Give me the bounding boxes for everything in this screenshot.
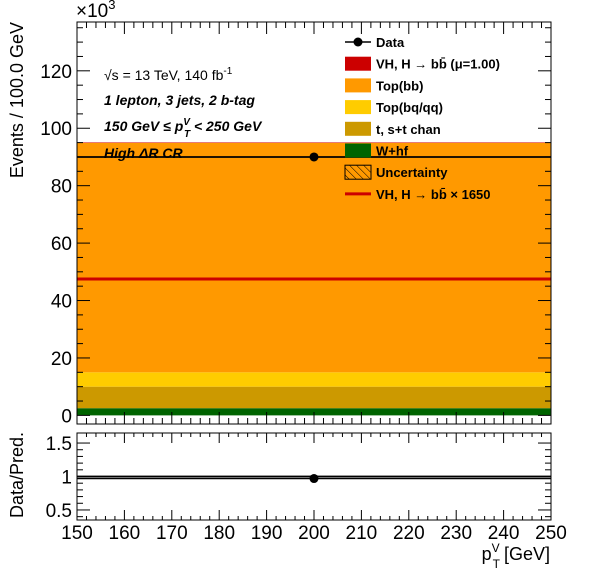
x-tick-label: 220: [393, 523, 425, 544]
stack-bar-4: [77, 142, 551, 143]
legend-label: Data: [376, 35, 405, 50]
ratio-y-axis-label: Data/Pred.: [7, 432, 27, 518]
ratio-y-tick-label: 1: [61, 468, 72, 489]
y-tick-label: 120: [40, 62, 72, 83]
legend-label: Uncertainty: [376, 165, 448, 180]
annotation-region: High ΔR CR: [104, 145, 184, 161]
ratio-data-point: [309, 474, 319, 484]
annotation-selection: 1 lepton, 3 jets, 2 b-tag: [104, 92, 255, 108]
annotation-ptv-range: 150 GeV ≤ pV T < 250 GeV: [104, 117, 263, 140]
legend: Data VH, H → bb̄ (μ=1.00) Top(bb) Top(bq/qq…: [344, 35, 500, 202]
legend-label: Top(bq/qq): [376, 100, 443, 115]
x-tick-label: 160: [109, 523, 141, 544]
data-point: [309, 152, 319, 162]
annotation-energy: √s = 13 TeV, 140 fb-1: [104, 66, 233, 83]
x-tick-label: 150: [61, 523, 93, 544]
legend-hatch-swatch: [344, 164, 372, 180]
stack-bar-0: [77, 408, 551, 416]
x-axis-label: pV T [GeV]: [482, 541, 550, 571]
stack-bar-3: [77, 142, 551, 373]
x-tick-label: 170: [156, 523, 188, 544]
x-tick-label: 240: [488, 523, 520, 544]
y-tick-label: 0: [61, 406, 72, 427]
x-tick-label: 250: [535, 523, 567, 544]
y-tick-label: 100: [40, 119, 72, 140]
legend-swatch: [345, 143, 371, 158]
y-tick-label: 40: [51, 292, 72, 313]
y-multiplier: ×103: [76, 0, 115, 22]
legend-swatch: [345, 78, 371, 93]
stack-bars: [77, 142, 551, 416]
data-points: [77, 152, 551, 162]
legend-label: W+hf: [376, 144, 409, 159]
legend-swatch: [345, 56, 371, 71]
stack-bar-1: [77, 386, 551, 409]
y-tick-label: 20: [51, 349, 72, 370]
ratio-panel: 0.5 1 1.5 150 160 170 180 190 200 210 220 230 240 250: [46, 432, 567, 544]
legend-label: VH, H → bb̄ (μ=1.00): [376, 57, 500, 72]
x-tick-label: 190: [251, 523, 283, 544]
x-tick-label: 210: [346, 523, 378, 544]
legend-label: t, s+t chan: [376, 122, 441, 137]
ratio-y-tick-label: 1.5: [46, 434, 72, 455]
legend-swatch: [345, 100, 371, 115]
legend-label: Top(bb): [376, 78, 423, 93]
x-tick-label: 230: [440, 523, 472, 544]
x-tick-label: 200: [298, 523, 330, 544]
legend-label: VH, H → bb̄ × 1650: [376, 187, 491, 202]
main-axes: 0 20 40 60 80 100 120: [40, 21, 552, 427]
ratio-y-tick-label: 0.5: [46, 501, 72, 522]
stack-bar-2: [77, 372, 551, 387]
legend-marker: [353, 37, 363, 47]
x-tick-label: 180: [203, 523, 235, 544]
y-tick-label: 60: [51, 234, 72, 255]
y-axis-label: Events / 100.0 GeV: [7, 22, 27, 178]
y-tick-label: 80: [51, 177, 72, 198]
annotation-block: √s = 13 TeV, 140 fb-1 1 lepton, 3 jets, …: [104, 66, 263, 161]
legend-swatch: [345, 121, 371, 136]
